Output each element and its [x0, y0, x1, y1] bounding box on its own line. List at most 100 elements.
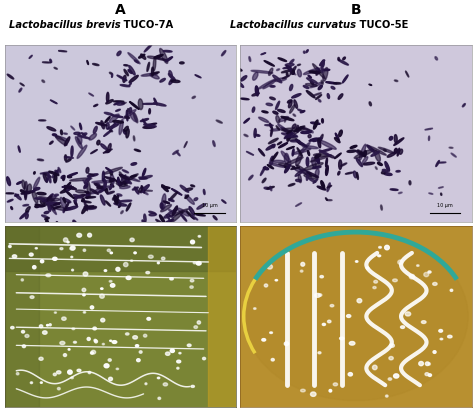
Ellipse shape: [198, 236, 201, 237]
Ellipse shape: [290, 72, 296, 75]
Text: TUCO-7A: TUCO-7A: [120, 20, 173, 30]
Ellipse shape: [244, 134, 248, 137]
Ellipse shape: [119, 172, 127, 186]
Ellipse shape: [93, 126, 97, 133]
Ellipse shape: [343, 57, 346, 60]
Ellipse shape: [249, 56, 251, 61]
Ellipse shape: [62, 187, 73, 188]
Ellipse shape: [323, 67, 328, 81]
Ellipse shape: [91, 189, 99, 194]
Ellipse shape: [319, 140, 336, 149]
Ellipse shape: [308, 151, 310, 155]
Ellipse shape: [306, 157, 309, 166]
Ellipse shape: [309, 178, 316, 182]
Ellipse shape: [273, 160, 284, 163]
Ellipse shape: [25, 335, 29, 337]
Ellipse shape: [141, 186, 145, 193]
Ellipse shape: [84, 177, 91, 183]
Ellipse shape: [124, 174, 138, 182]
Ellipse shape: [143, 103, 156, 104]
Ellipse shape: [310, 392, 316, 396]
Ellipse shape: [72, 269, 73, 271]
Ellipse shape: [290, 105, 295, 113]
Ellipse shape: [185, 195, 194, 204]
Ellipse shape: [326, 82, 337, 84]
Ellipse shape: [84, 206, 97, 208]
Ellipse shape: [44, 173, 51, 177]
Ellipse shape: [283, 67, 291, 69]
Ellipse shape: [307, 172, 319, 178]
Ellipse shape: [112, 198, 114, 200]
Ellipse shape: [190, 279, 194, 282]
Ellipse shape: [142, 169, 146, 176]
Ellipse shape: [275, 280, 278, 281]
Ellipse shape: [25, 191, 27, 200]
Text: 10 μm: 10 μm: [201, 203, 218, 208]
Ellipse shape: [117, 75, 127, 81]
Ellipse shape: [322, 60, 324, 67]
Ellipse shape: [463, 103, 465, 107]
Ellipse shape: [128, 70, 132, 74]
Ellipse shape: [273, 75, 282, 83]
Ellipse shape: [15, 194, 21, 200]
Ellipse shape: [145, 383, 147, 384]
Ellipse shape: [91, 306, 94, 309]
Ellipse shape: [77, 145, 87, 158]
Ellipse shape: [317, 67, 320, 71]
Ellipse shape: [42, 196, 56, 207]
Ellipse shape: [246, 151, 254, 155]
Ellipse shape: [222, 200, 226, 203]
Ellipse shape: [335, 137, 340, 143]
Ellipse shape: [315, 154, 321, 158]
Ellipse shape: [152, 67, 154, 76]
Ellipse shape: [288, 184, 295, 186]
Ellipse shape: [327, 94, 329, 99]
Ellipse shape: [124, 126, 128, 131]
Ellipse shape: [254, 308, 256, 309]
Ellipse shape: [313, 93, 321, 96]
Ellipse shape: [64, 202, 69, 211]
Ellipse shape: [117, 194, 122, 196]
Ellipse shape: [272, 152, 278, 161]
Ellipse shape: [197, 204, 206, 209]
Ellipse shape: [170, 216, 173, 218]
Ellipse shape: [64, 155, 67, 161]
Ellipse shape: [281, 117, 294, 121]
Ellipse shape: [290, 59, 294, 64]
Ellipse shape: [165, 57, 173, 62]
Ellipse shape: [66, 191, 73, 198]
Ellipse shape: [142, 220, 145, 225]
Ellipse shape: [68, 370, 72, 374]
Ellipse shape: [124, 70, 128, 76]
Ellipse shape: [346, 315, 351, 317]
Ellipse shape: [97, 186, 106, 189]
Ellipse shape: [322, 324, 326, 326]
Ellipse shape: [48, 173, 51, 183]
Ellipse shape: [259, 117, 269, 123]
Ellipse shape: [390, 344, 394, 347]
Ellipse shape: [103, 167, 122, 174]
Ellipse shape: [287, 146, 294, 150]
Ellipse shape: [292, 94, 301, 98]
Ellipse shape: [109, 130, 112, 132]
Ellipse shape: [77, 134, 82, 144]
Ellipse shape: [27, 184, 31, 194]
Ellipse shape: [26, 213, 28, 219]
Ellipse shape: [144, 44, 152, 52]
Ellipse shape: [64, 182, 71, 190]
Ellipse shape: [158, 397, 161, 400]
Ellipse shape: [17, 373, 19, 375]
Ellipse shape: [339, 337, 344, 340]
Ellipse shape: [114, 102, 120, 105]
Ellipse shape: [143, 126, 155, 128]
Ellipse shape: [274, 78, 286, 81]
Ellipse shape: [170, 349, 174, 353]
Ellipse shape: [75, 137, 82, 148]
Ellipse shape: [137, 359, 140, 362]
Ellipse shape: [319, 135, 323, 142]
Ellipse shape: [197, 321, 201, 324]
Ellipse shape: [410, 274, 415, 279]
Ellipse shape: [77, 234, 82, 237]
Text: 10 μm: 10 μm: [437, 203, 453, 208]
Ellipse shape: [369, 84, 372, 85]
